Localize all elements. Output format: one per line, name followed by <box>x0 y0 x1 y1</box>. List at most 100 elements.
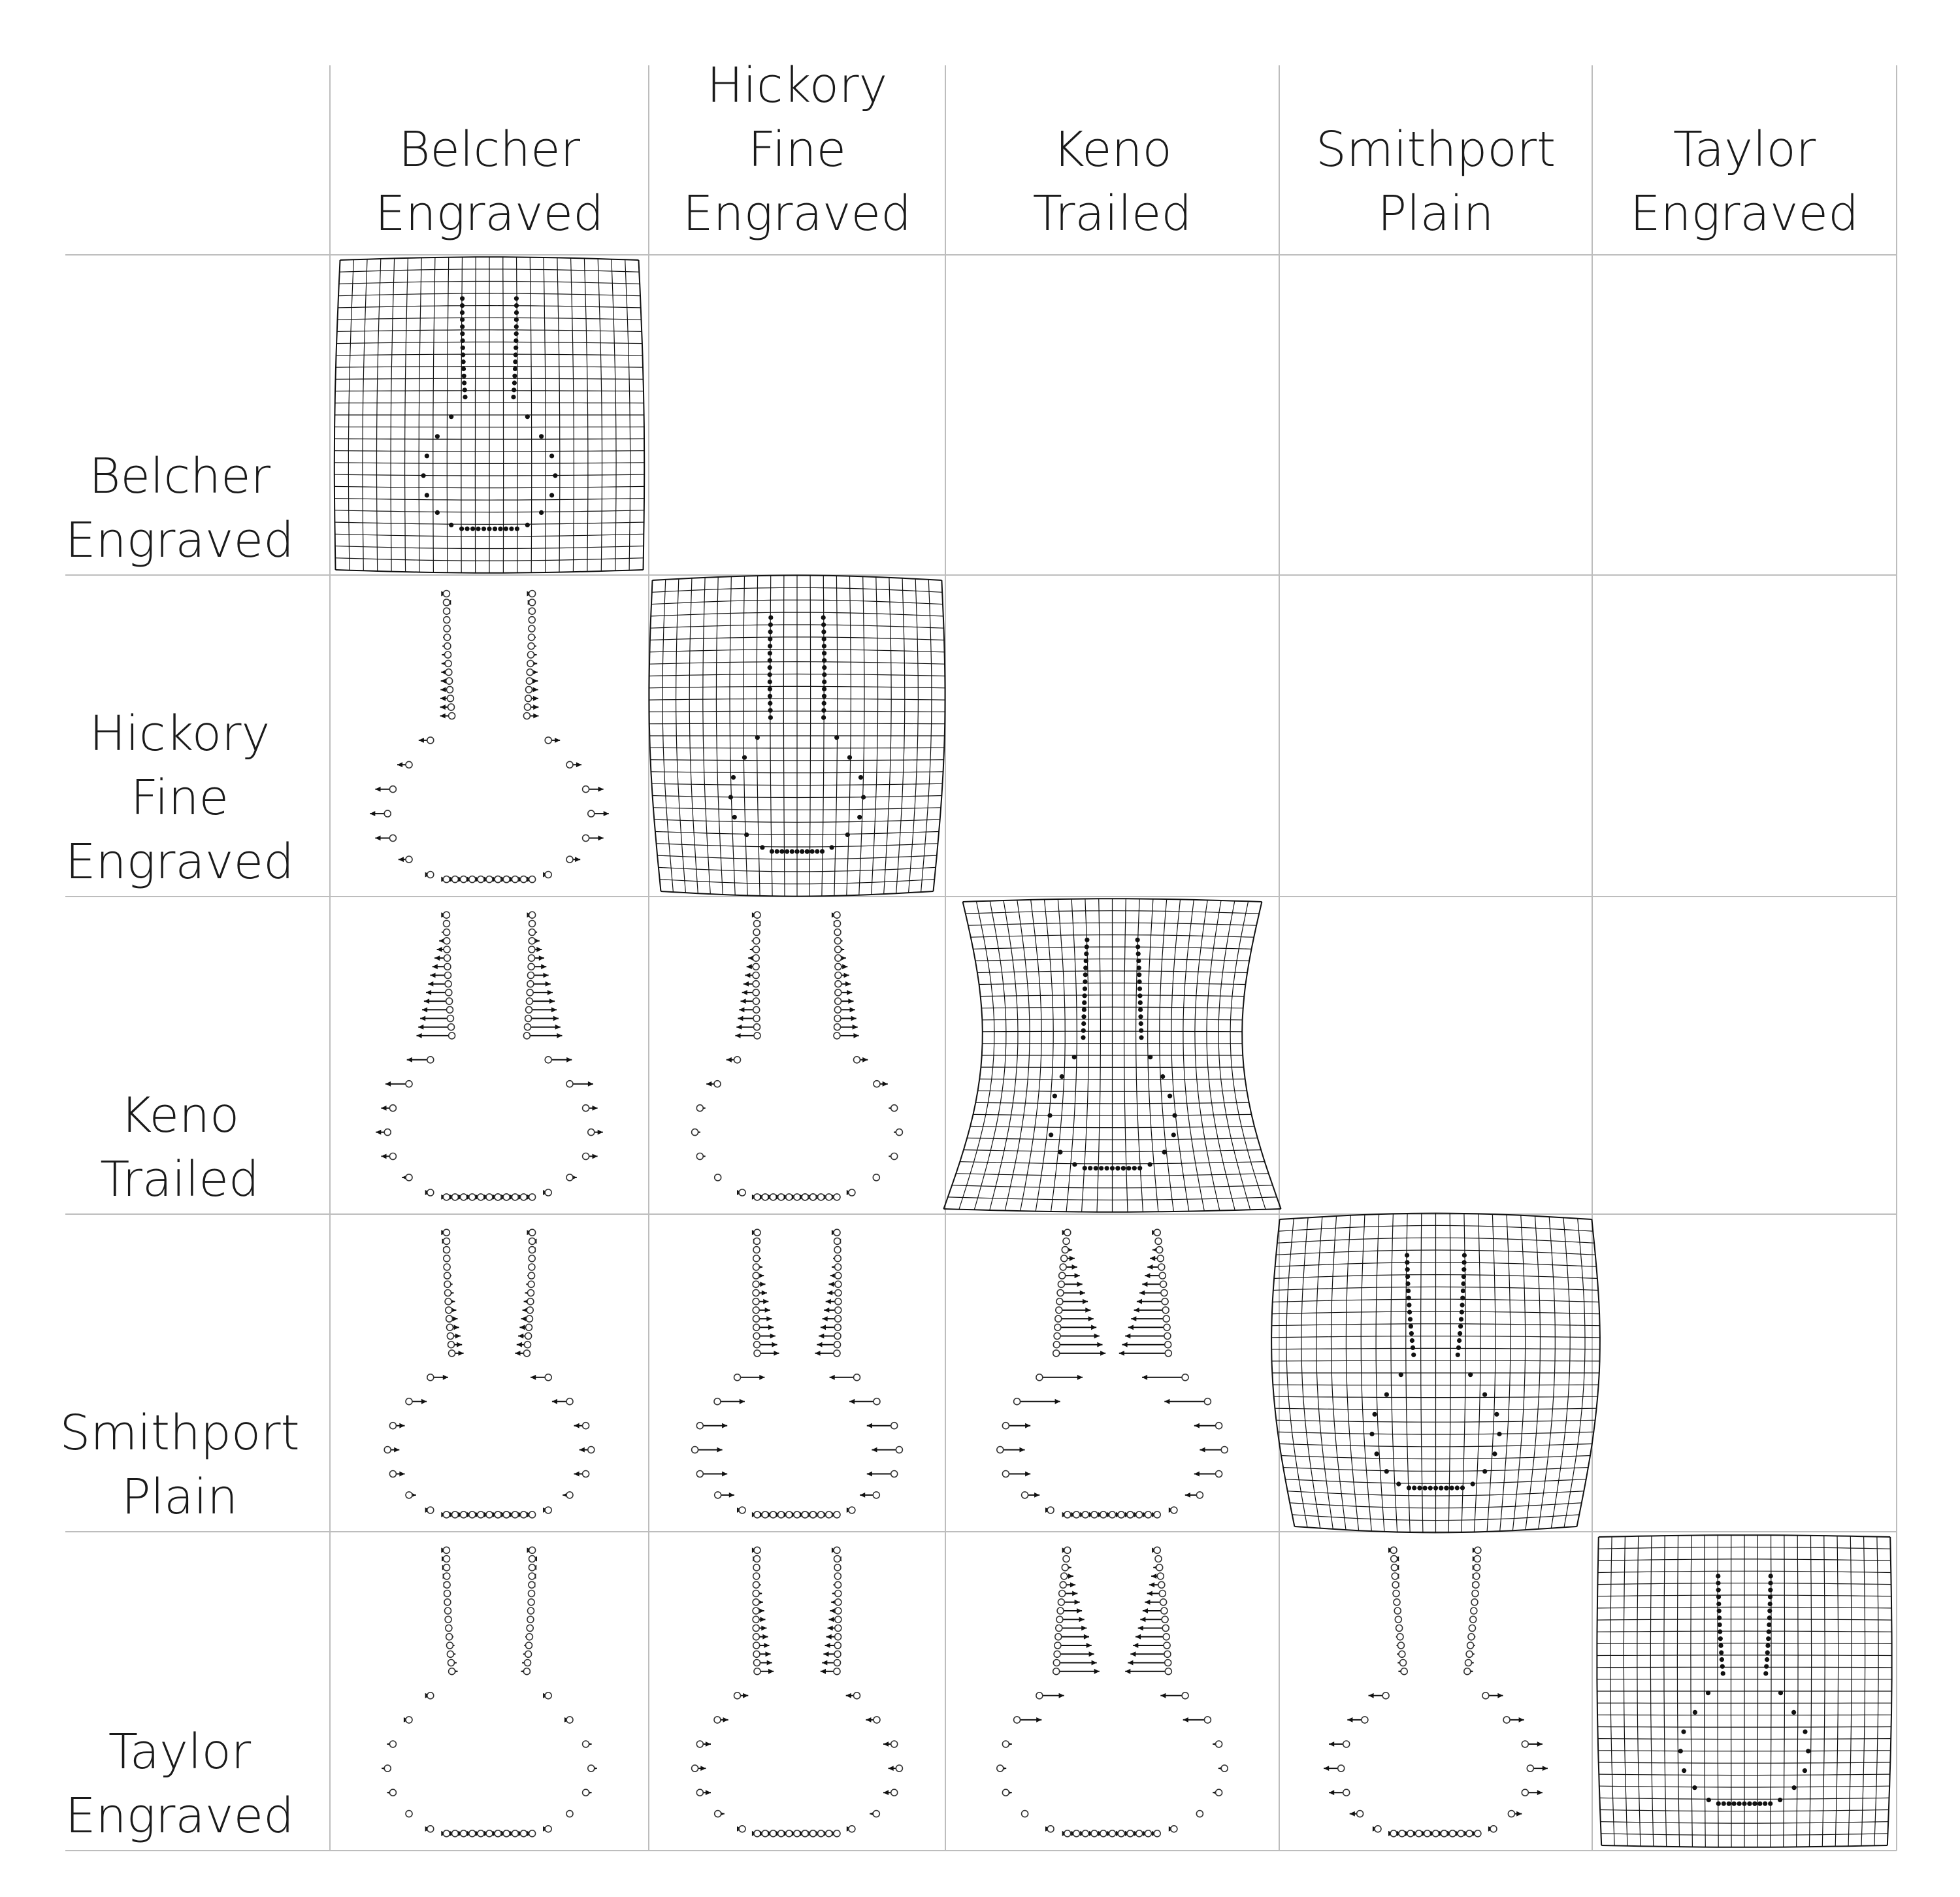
vector-origin <box>1392 1589 1400 1598</box>
vector-origin <box>753 928 760 936</box>
label-line: Belcher <box>399 122 581 178</box>
landmark-point <box>1718 1643 1723 1648</box>
vector-origin <box>713 1397 721 1406</box>
vector-origin <box>752 954 760 962</box>
vector-origin <box>502 1830 511 1838</box>
landmark-point <box>1705 1691 1711 1696</box>
vector-origin <box>752 1006 760 1014</box>
landmark-point <box>1681 1729 1686 1734</box>
landmark-point <box>1462 1260 1467 1265</box>
landmark-point <box>514 331 519 337</box>
vector-origin <box>523 712 531 720</box>
arrowhead <box>1071 1264 1077 1270</box>
landmark-point <box>553 473 558 478</box>
landmark-point <box>512 366 518 372</box>
arrowhead <box>1085 1308 1091 1313</box>
landmark-point <box>789 849 794 854</box>
vector-origin <box>1156 1255 1165 1262</box>
vector-origin <box>752 989 760 997</box>
vector-origin <box>1056 1289 1064 1297</box>
vector-origin <box>1154 1237 1162 1245</box>
vector-origin <box>581 1789 590 1796</box>
landmark-point <box>1433 1485 1439 1491</box>
vector-origin <box>752 1280 760 1289</box>
landmark-point <box>1082 993 1087 998</box>
grid-line <box>652 795 942 799</box>
vector-origin <box>833 1023 841 1031</box>
label-line: Engraved <box>683 186 911 242</box>
arrowhead <box>515 1351 521 1356</box>
arrowhead <box>428 981 434 987</box>
landmark-point <box>1763 1801 1768 1806</box>
vector-origin <box>527 1297 534 1306</box>
vector-origin <box>752 1633 760 1641</box>
vector-origin <box>738 1189 746 1196</box>
vector-origin <box>442 1555 451 1563</box>
landmark-point <box>1742 1801 1747 1806</box>
vector-origin <box>1002 1740 1010 1748</box>
vector-origin <box>1153 1511 1161 1519</box>
landmark-point <box>421 473 426 478</box>
arrowhead <box>772 1342 777 1347</box>
landmark-point <box>1737 1801 1742 1806</box>
arrowhead <box>1074 1273 1080 1279</box>
grid-line <box>335 533 644 537</box>
landmark-point <box>821 701 826 706</box>
arrowhead <box>765 1651 771 1657</box>
vector-origin <box>833 1340 841 1349</box>
arrowhead <box>426 990 432 995</box>
arrowhead <box>1134 1308 1139 1313</box>
vector-origin <box>834 1306 842 1314</box>
vector-origin <box>468 1830 476 1838</box>
vector-origin <box>1466 1641 1475 1649</box>
vector-origin <box>1474 1546 1482 1555</box>
vector-origin <box>1196 1491 1204 1499</box>
vector-origin <box>405 1080 413 1088</box>
landmark-point <box>511 395 516 400</box>
arrowhead <box>738 1015 743 1021</box>
landmark-point <box>1406 1288 1411 1293</box>
arrowhead <box>845 1692 851 1698</box>
vector-origin <box>527 971 535 980</box>
vector-origin <box>895 1764 904 1772</box>
vector-origin <box>1153 1546 1161 1555</box>
vector-origin <box>752 1624 760 1632</box>
vector-origin <box>1081 1511 1090 1519</box>
landmark-point <box>514 338 519 344</box>
landmark-point <box>1099 1166 1104 1171</box>
arrowhead <box>597 1129 603 1135</box>
vector-origin <box>445 677 453 685</box>
grid-line <box>339 269 640 272</box>
label-line: Engraved <box>65 834 294 890</box>
vector-origin <box>834 1280 842 1289</box>
landmark-point <box>822 672 827 678</box>
vector-origin <box>1162 1633 1170 1641</box>
vector-origin <box>444 1306 453 1314</box>
vector-origin <box>691 1128 699 1136</box>
vector-origin <box>696 1421 704 1430</box>
landmark-point <box>1706 1797 1711 1803</box>
vector-origin <box>544 1056 553 1064</box>
landmark-point <box>1137 1000 1143 1005</box>
vector-origin <box>1473 1572 1480 1580</box>
arrowhead <box>827 1290 833 1296</box>
vector-origin <box>1052 1667 1060 1675</box>
landmark-point <box>732 814 737 820</box>
vector-origin <box>1220 1445 1228 1454</box>
vector-origin <box>468 875 476 883</box>
vector-origin <box>853 1374 861 1381</box>
arrowhead <box>555 1024 561 1030</box>
vector-origin <box>446 1650 455 1658</box>
arrowhead <box>1083 1298 1088 1304</box>
vector-origin <box>444 642 451 650</box>
arrowhead <box>1128 1325 1134 1330</box>
grid-line <box>334 474 645 476</box>
vector-origin <box>1158 1581 1166 1589</box>
grid-line <box>337 317 642 320</box>
grid-line <box>1597 1594 1891 1597</box>
landmark-point <box>1716 1801 1721 1806</box>
landmark-point <box>1439 1485 1444 1491</box>
vector-origin <box>1060 1572 1068 1580</box>
landmark-point <box>461 373 466 378</box>
landmark-point <box>1398 1372 1403 1377</box>
